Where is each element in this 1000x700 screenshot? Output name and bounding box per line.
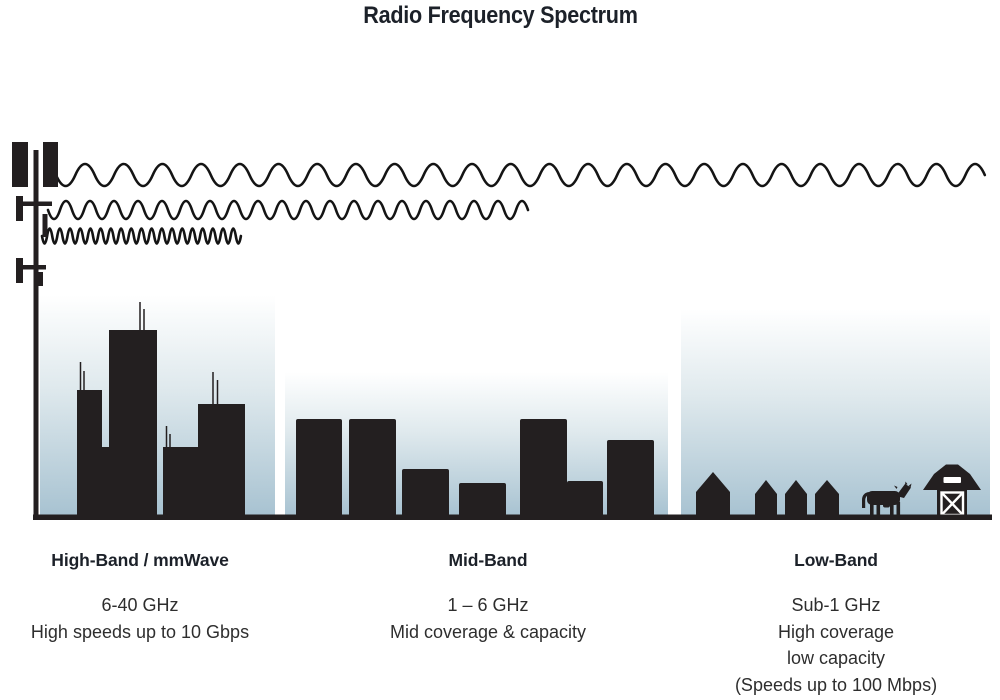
mid-building <box>607 440 654 517</box>
cow-horn <box>908 483 912 488</box>
barn-icon <box>923 464 981 517</box>
ground-line <box>33 514 992 520</box>
skyscraper <box>163 447 199 517</box>
band-heading: Low-Band <box>794 550 878 570</box>
cow-head <box>896 484 911 498</box>
highband-skyline <box>77 302 245 517</box>
tower-antenna-small-lower <box>16 258 23 283</box>
radio-waves <box>40 162 987 245</box>
rooftop-antennas <box>79 302 219 447</box>
tower-mast <box>33 150 39 518</box>
midband-label-block: Mid-Band 1 – 6 GHz Mid coverage & capaci… <box>368 550 608 645</box>
band-frequency: 6-40 GHz <box>101 595 179 615</box>
house-icon <box>785 480 807 517</box>
skyscraper <box>198 404 245 517</box>
long-wavelength-wave-icon <box>54 162 987 188</box>
cow-leg <box>896 502 901 517</box>
band-description: Mid coverage & capacity <box>389 621 587 642</box>
band-frequency: 1 – 6 GHz <box>447 595 529 615</box>
short-wavelength-wave-icon <box>40 227 243 245</box>
cow-udder <box>883 503 890 508</box>
cow-body <box>867 491 900 505</box>
mid-building <box>349 419 396 517</box>
band-description: High coverage <box>777 621 895 642</box>
mid-building <box>402 469 449 517</box>
band-frequency: Sub-1 GHz <box>791 595 881 615</box>
tower-antenna-panel-left <box>12 142 28 187</box>
tower-antenna-small-upper <box>16 196 23 221</box>
highband-label-block: High-Band / mmWave 6-40 GHz High speeds … <box>20 550 260 645</box>
cow-icon <box>862 481 912 517</box>
cow-leg <box>870 502 874 517</box>
band-heading: High-Band / mmWave <box>51 550 229 570</box>
mid-building <box>520 419 567 517</box>
skyscraper <box>109 330 157 517</box>
page-title: Radio Frequency Spectrum <box>362 2 638 29</box>
cow-horn <box>905 481 908 485</box>
cow-leg <box>876 502 881 517</box>
tower-crossarm-lower <box>16 265 46 270</box>
band-description: low capacity <box>786 648 886 668</box>
band-description: (Speeds up to 100 Mbps) <box>734 674 938 695</box>
cow-leg <box>890 502 894 517</box>
band-description: High speeds up to 10 Gbps <box>30 621 250 642</box>
cell-tower-icon <box>12 142 58 518</box>
tower-stub-upper <box>42 214 48 237</box>
skyscraper <box>102 447 109 517</box>
house-icon <box>696 472 730 517</box>
house-icon <box>815 480 839 517</box>
barn-loft-window <box>943 477 961 483</box>
tower-crossarm-upper <box>16 201 52 206</box>
mid-building <box>296 419 342 517</box>
tower-antenna-panel-right <box>43 142 58 187</box>
cow-ear <box>894 485 898 489</box>
mid-building <box>459 483 506 517</box>
midband-skyline <box>296 419 654 517</box>
medium-wavelength-wave-icon <box>46 199 530 221</box>
lowband-label-block: Low-Band Sub-1 GHz High coverage low cap… <box>706 550 966 698</box>
cow-tail <box>862 492 869 508</box>
band-heading: Mid-Band <box>448 550 528 570</box>
mid-building <box>567 481 603 517</box>
skyscraper <box>77 390 102 517</box>
house-icon <box>755 480 777 517</box>
lowband-rural-scene <box>696 464 981 517</box>
tower-stub-lower <box>38 272 43 286</box>
